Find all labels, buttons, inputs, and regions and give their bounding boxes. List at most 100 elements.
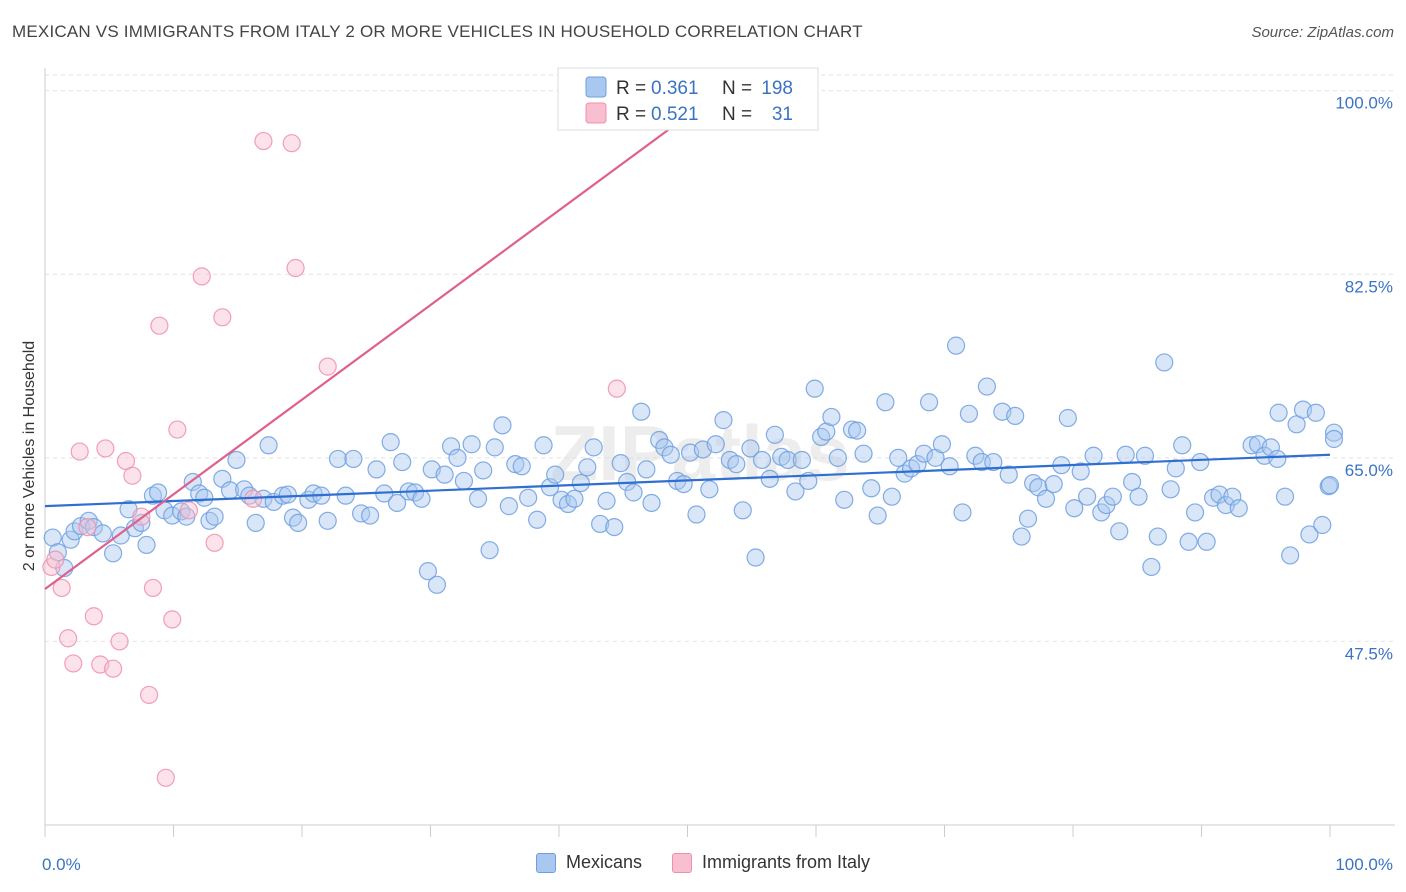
legend-n-value: 31 — [772, 104, 793, 125]
point-mexicans — [1006, 406, 1025, 426]
point-mexicans — [733, 501, 752, 520]
point-mexicans — [1242, 436, 1261, 455]
point-mexicans — [1129, 487, 1148, 506]
point-italy — [78, 517, 97, 537]
point-italy — [123, 466, 142, 485]
point-mexicans — [163, 506, 182, 525]
point-mexicans — [546, 465, 565, 484]
point-mexicans — [148, 483, 168, 502]
point-mexicans — [1320, 476, 1340, 495]
point-italy — [179, 501, 199, 520]
series-italy-points — [42, 131, 626, 787]
point-mexicans — [828, 448, 847, 467]
point-mexicans — [534, 436, 553, 455]
legend-n-label: N = — [722, 78, 752, 99]
point-mexicans — [959, 404, 979, 423]
point-mexicans — [1261, 438, 1280, 457]
point-italy — [150, 316, 169, 335]
point-mexicans — [977, 377, 997, 396]
y-tick-label: 47.5% — [1345, 644, 1393, 663]
point-mexicans — [706, 435, 725, 454]
point-mexicans — [528, 510, 547, 529]
chart-title: MEXICAN VS IMMIGRANTS FROM ITALY 2 OR MO… — [12, 22, 863, 41]
point-italy — [205, 533, 224, 552]
point-mexicans — [632, 402, 651, 421]
point-mexicans — [854, 444, 873, 463]
point-mexicans — [792, 450, 811, 470]
point-italy — [163, 610, 182, 629]
point-mexicans — [246, 513, 265, 533]
point-mexicans — [835, 490, 854, 509]
point-mexicans — [418, 562, 438, 581]
point-mexicans — [591, 514, 610, 534]
point-mexicans — [578, 458, 597, 477]
axes — [44, 68, 1395, 837]
point-mexicans — [765, 425, 784, 444]
point-mexicans — [1300, 525, 1319, 544]
point-mexicans — [999, 465, 1018, 484]
point-mexicans — [637, 460, 656, 479]
y-axis-title: 2 or more Vehicles in Household — [21, 341, 38, 571]
point-italy — [64, 654, 83, 673]
point-mexicans — [387, 493, 407, 513]
point-mexicans — [393, 452, 412, 472]
x-tick-label: 100.0% — [1335, 855, 1393, 874]
point-mexicans — [361, 506, 380, 525]
point-mexicans — [822, 407, 841, 427]
point-mexicans — [474, 461, 493, 480]
point-italy — [254, 131, 273, 151]
point-mexicans — [752, 450, 772, 470]
point-mexicans — [908, 455, 927, 474]
point-mexicans — [862, 479, 881, 498]
point-mexicans — [760, 469, 779, 488]
point-mexicans — [1161, 480, 1180, 499]
point-mexicans — [448, 448, 467, 467]
point-mexicans — [932, 435, 952, 454]
point-italy — [70, 442, 89, 461]
point-mexicans — [61, 530, 80, 549]
point-mexicans — [805, 379, 824, 398]
point-mexicans — [227, 450, 246, 470]
point-mexicans — [137, 535, 156, 555]
point-mexicans — [1281, 546, 1300, 565]
point-mexicans — [571, 473, 590, 493]
point-italy — [110, 632, 129, 651]
point-mexicans — [93, 524, 112, 543]
point-mexicans — [1269, 403, 1288, 422]
point-mexicans — [661, 445, 680, 464]
point-mexicans — [441, 437, 461, 456]
point-italy — [156, 768, 175, 787]
point-italy — [96, 439, 115, 458]
point-mexicans — [462, 435, 481, 454]
point-mexicans — [714, 411, 733, 430]
point-mexicans — [485, 438, 504, 457]
point-mexicans — [1044, 474, 1063, 494]
point-mexicans — [946, 336, 966, 355]
point-mexicans — [1018, 509, 1038, 528]
point-mexicans — [205, 507, 224, 526]
point-mexicans — [412, 489, 431, 508]
point-mexicans — [1142, 557, 1161, 577]
point-mexicans — [104, 544, 123, 563]
trend-line-italy — [44, 112, 691, 590]
legend-r-value: 0.521 — [651, 104, 699, 125]
point-mexicans — [328, 449, 348, 469]
point-mexicans — [848, 421, 867, 440]
point-mexicans — [940, 457, 959, 476]
point-mexicans — [454, 471, 474, 491]
legend-swatch-pink — [585, 102, 607, 124]
point-mexicans — [1110, 522, 1129, 541]
y-tick-label: 100.0% — [1335, 94, 1393, 113]
point-mexicans — [1135, 446, 1155, 465]
point-mexicans — [468, 489, 488, 508]
point-mexicans — [1324, 429, 1344, 449]
point-mexicans — [381, 433, 400, 452]
point-mexicans — [1324, 423, 1344, 442]
point-mexicans — [1229, 499, 1248, 518]
point-mexicans — [642, 493, 661, 513]
stats-legend: R = 0.361 N = 198 R = 0.521 N = 31 — [557, 67, 819, 131]
point-mexicans — [687, 505, 706, 524]
point-italy — [192, 267, 211, 286]
point-mexicans — [1058, 408, 1077, 428]
point-mexicans — [172, 502, 191, 521]
